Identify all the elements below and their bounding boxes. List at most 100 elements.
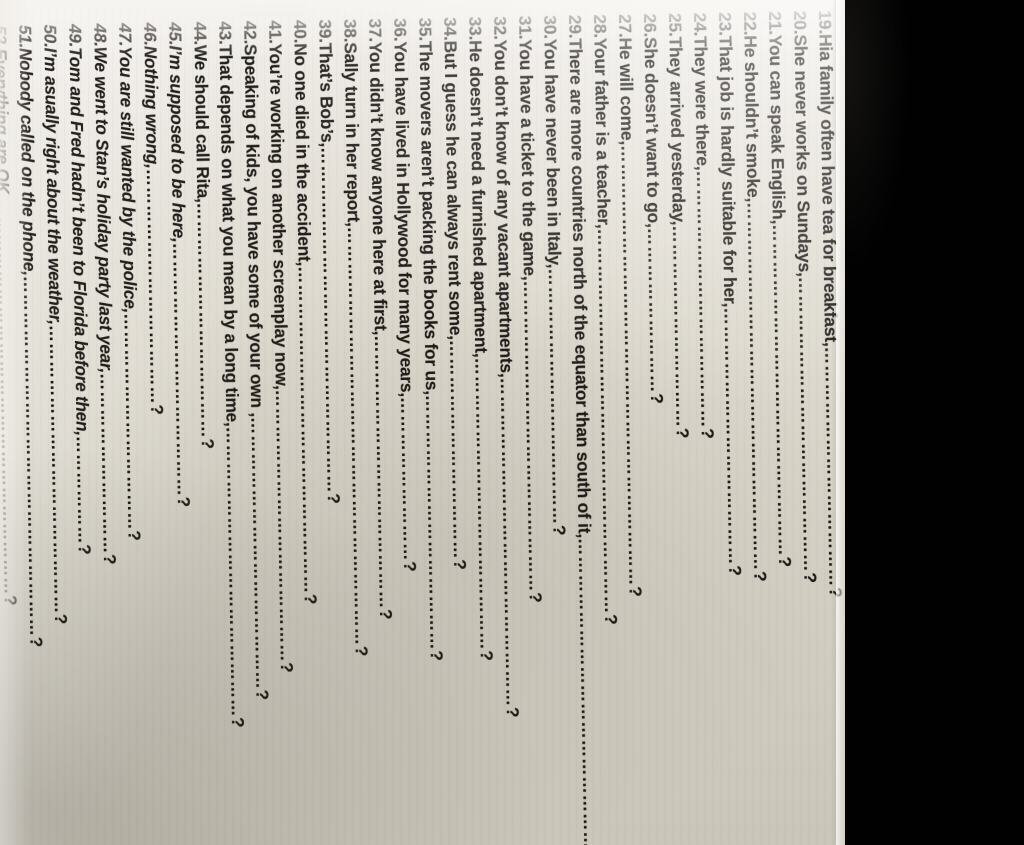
item-number: 43. [215,21,236,45]
item-statement: That job is hardly suitable for her, [715,35,741,308]
question-mark: ? [300,593,321,605]
question-mark: ? [725,565,746,576]
item-statement: Everything are OK, [0,48,14,199]
item-number: 21. [765,10,786,35]
question-mark: ? [426,650,447,661]
item-statement: He will come, [615,37,638,146]
item-statement: We went to Stan’s holiday party last yea… [90,46,117,374]
question-mark: ? [375,608,397,620]
question-mark: ? [173,496,194,508]
answer-blank-dots[interactable]: …………………………………………… [519,280,546,593]
item-number: 48. [90,23,111,47]
answer-blank-dots[interactable]: ……………………………………… [271,389,297,663]
item-statement: Nobody called on the phone, [15,47,40,276]
answer-blank-dots[interactable]: ………………………………………… [794,276,821,573]
item-statement: You can speak English, [765,34,789,225]
item-number: 38. [340,18,361,43]
paper-edge [836,0,845,845]
answer-blank-dots[interactable]: ………………………………………… [45,324,71,615]
question-mark: ? [197,438,218,449]
item-statement: We should call Rita, [190,44,214,203]
question-mark: ? [525,591,546,603]
answer-blank-dots[interactable]: ……………………………………… [247,416,273,690]
item-number: 40. [290,19,311,44]
answer-blank-dots[interactable]: ……………………………………… [370,334,396,610]
question-mark: ? [227,716,249,728]
item-statement: You don’t know of any vacant apartments, [490,39,517,378]
answer-blank-dots[interactable]: ……………… [72,435,95,545]
item-statement: No one died in the accident, [290,42,315,267]
item-statement: Your father is a teacher, [590,37,614,229]
answer-blank-dots[interactable]: ………………………………………… [471,357,497,651]
answer-blank-dots[interactable]: ……………………………………………… [496,377,523,708]
answer-blank-dots[interactable]: ……………………………………………………… [593,228,622,615]
question-mark: ? [252,689,273,700]
question-mark: ? [400,560,421,572]
question-mark: ? [0,594,21,606]
background-void [845,0,1024,845]
item-number: 50. [40,24,61,48]
answer-blank-dots[interactable]: ……………………………………………… [294,265,321,594]
item-statement: The movers aren’t packing the books for … [415,40,442,395]
item-statement: I’m asually right about the weather, [40,47,66,325]
item-number: 25. [665,12,686,37]
answer-blank-dots[interactable]: …………………………………… [544,268,570,526]
item-number: 23. [715,11,736,36]
item-statement: You have never been in Italy, [540,38,565,269]
answer-blank-dots[interactable]: ………………………………… [142,168,168,405]
item-number: 37. [365,18,386,43]
question-mark: ? [450,559,471,570]
item-number: 34. [440,16,461,41]
answer-blank-dots[interactable]: …………………………………………………… [19,275,47,637]
item-number: 36. [390,17,411,42]
exercise-list: 19.Hia family often have tea for breakfa… [0,10,845,845]
question-mark: ? [99,553,121,565]
answer-blank-dots[interactable]: …………………………… [668,225,693,428]
answer-blank-dots[interactable]: ……………………………………………… [768,223,796,557]
answer-blank-dots[interactable]: ……………………… [397,396,421,562]
item-statement: You have a ticket to the game, [515,39,540,281]
item-statement: You’re working on another screenplay now… [265,43,292,390]
question-mark: ? [750,570,771,582]
answer-blank-dots[interactable]: ………………………… [96,372,120,555]
answer-blank-dots[interactable]: ……………………………… [120,312,145,531]
question-mark: ? [800,572,821,583]
item-statement: That depends on what you mean by a long … [215,44,243,427]
answer-blank-dots[interactable]: ……………………………… [445,339,470,560]
answer-blank-dots[interactable]: ………………………………………………… [317,146,344,494]
item-number: 42. [240,20,261,45]
question-mark: ? [147,404,168,415]
item-statement: I’m supposed to be here, [165,45,190,243]
question-mark: ? [276,662,298,673]
item-number: 39. [315,19,336,43]
question-mark: ? [697,427,718,439]
item-statement: She never works on Sundays, [790,34,815,277]
question-mark: ? [775,556,796,568]
item-statement: Speaking of kids, you have some of your … [240,43,268,418]
item-number: 31. [515,15,536,40]
answer-blank-dots[interactable]: …………………………………… [720,307,746,566]
item-number: 47. [115,22,136,47]
answer-blank-dots[interactable]: …………………………………… [692,170,718,429]
answer-blank-dots[interactable]: ………………………………………… [222,426,248,718]
answer-blank-dots[interactable]: …………………………………… [169,242,194,497]
item-number: 45. [165,21,186,46]
question-mark: ? [323,493,344,504]
item-statement: They were there, [690,35,713,171]
item-number: 46. [140,22,161,46]
item-number: 32. [490,15,511,40]
item-statement: Sally turn in her report, [340,42,364,227]
answer-blank-dots[interactable]: …………………………………………………… [743,201,771,572]
item-statement: He doesn’t need a furnished apartment, [465,39,492,358]
item-statement: You have lived in Hollywood for many yea… [390,41,418,398]
answer-blank-dots[interactable]: ……………………… [643,227,667,394]
exercise-list-rotated: 19.Hia family often have tea for breakfa… [0,10,845,845]
item-statement: That’s Bob’s, [315,42,338,148]
question-mark: ? [601,613,622,625]
answer-blank-dots[interactable]: …………………………………… [421,394,447,651]
question-mark: ? [50,613,72,625]
item-number: 22. [740,11,761,36]
item-number: 20. [790,10,811,35]
answer-blank-dots[interactable]: ………………………………… [193,202,218,439]
